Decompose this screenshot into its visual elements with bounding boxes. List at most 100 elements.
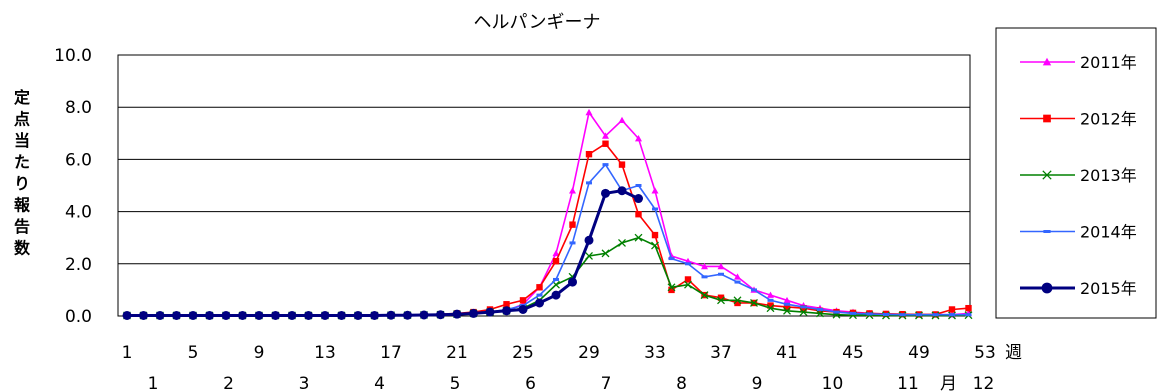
data-point [717,262,725,270]
data-point [651,231,659,239]
data-point [419,310,429,320]
data-point [535,298,544,308]
data-point [767,298,774,302]
data-point [1043,114,1051,123]
month-labels: 1 2 3 4 5 6 7 8 9 10 11 12 [148,374,995,392]
data-point [783,296,791,304]
x-tick-label: 49 [908,343,930,363]
y-tick-labels: 0.0 2.0 4.0 6.0 8.0 10.0 [54,46,92,327]
x-tick-label: 25 [512,343,534,363]
data-point [519,297,527,304]
data-point [651,187,659,194]
data-point [536,293,543,297]
data-point [965,304,972,312]
month-label: 12 [973,374,995,392]
month-label: 1 [148,374,159,392]
legend-item: 2012年 [1020,110,1137,129]
y-axis-label-char: 当 [14,131,30,150]
data-point [485,307,495,317]
data-point [899,313,906,317]
data-point [668,257,675,261]
data-point [287,310,297,320]
data-point [634,194,643,204]
data-point [436,310,445,320]
data-point [569,241,576,245]
data-point [701,262,708,270]
month-label: 3 [299,374,310,392]
x-tick-label: 21 [446,343,468,363]
x-tick-label: 13 [314,343,336,363]
y-axis-label-char: 数 [14,239,31,258]
data-point [949,313,955,317]
data-point [733,296,742,305]
plot-area [117,54,971,317]
data-point [800,305,807,309]
data-point [717,294,725,301]
month-label: 6 [525,374,536,392]
data-point [767,291,774,298]
month-label: 4 [374,374,385,392]
data-point [734,280,741,284]
data-point [684,280,692,289]
data-point [353,310,363,320]
y-axis-label-char: 告 [14,217,30,236]
month-label: 8 [676,374,687,392]
data-point [816,309,824,318]
data-point [569,221,576,228]
data-point [518,304,528,314]
data-point [883,312,889,316]
data-point [750,298,758,307]
data-point [635,135,642,142]
data-point [634,233,643,242]
data-point [370,310,379,320]
data-point [155,310,165,320]
legend-label: 2011年 [1080,53,1137,72]
data-point [122,310,132,320]
data-point [850,311,856,315]
data-point [783,306,791,315]
month-label: 7 [601,374,612,392]
data-point [602,140,609,147]
data-point [569,187,576,194]
data-point [617,186,627,196]
x-tick-label: 5 [188,343,199,363]
data-point [386,310,396,320]
data-point [584,235,594,245]
data-point [783,303,791,311]
data-point [718,272,724,276]
data-point [271,310,280,320]
data-point [916,313,922,317]
x-tick-label: 45 [842,343,864,363]
x-tick-label: 9 [254,343,265,363]
x-tick-label: 17 [380,343,402,363]
data-point [652,207,658,211]
data-point [601,188,610,198]
series-4 [122,186,643,320]
data-point [685,262,691,266]
y-tick-label: 6.0 [65,150,92,170]
y-tick-label: 8.0 [65,98,92,118]
legend-box [995,27,1157,319]
data-point [635,211,642,218]
data-point [205,310,214,320]
grid [118,106,970,265]
x-tick-label: 1 [122,343,133,363]
data-point [585,252,593,260]
data-point [817,307,823,311]
data-point [337,310,346,320]
data-point [734,273,741,280]
month-label: 5 [450,374,461,392]
chart-title: ヘルパンギーナ [474,12,601,33]
y-axis-label-char: 点 [14,110,30,129]
x-tick-labels: 1 5 9 13 17 21 25 29 33 37 41 45 49 53 [122,343,996,363]
data-point [766,304,775,313]
data-point [602,132,609,139]
data-point [866,312,873,316]
y-tick-label: 0.0 [65,307,92,327]
data-point [618,161,626,168]
data-point [403,310,412,320]
data-point [551,290,561,300]
data-point [469,308,478,318]
data-point [932,313,939,317]
